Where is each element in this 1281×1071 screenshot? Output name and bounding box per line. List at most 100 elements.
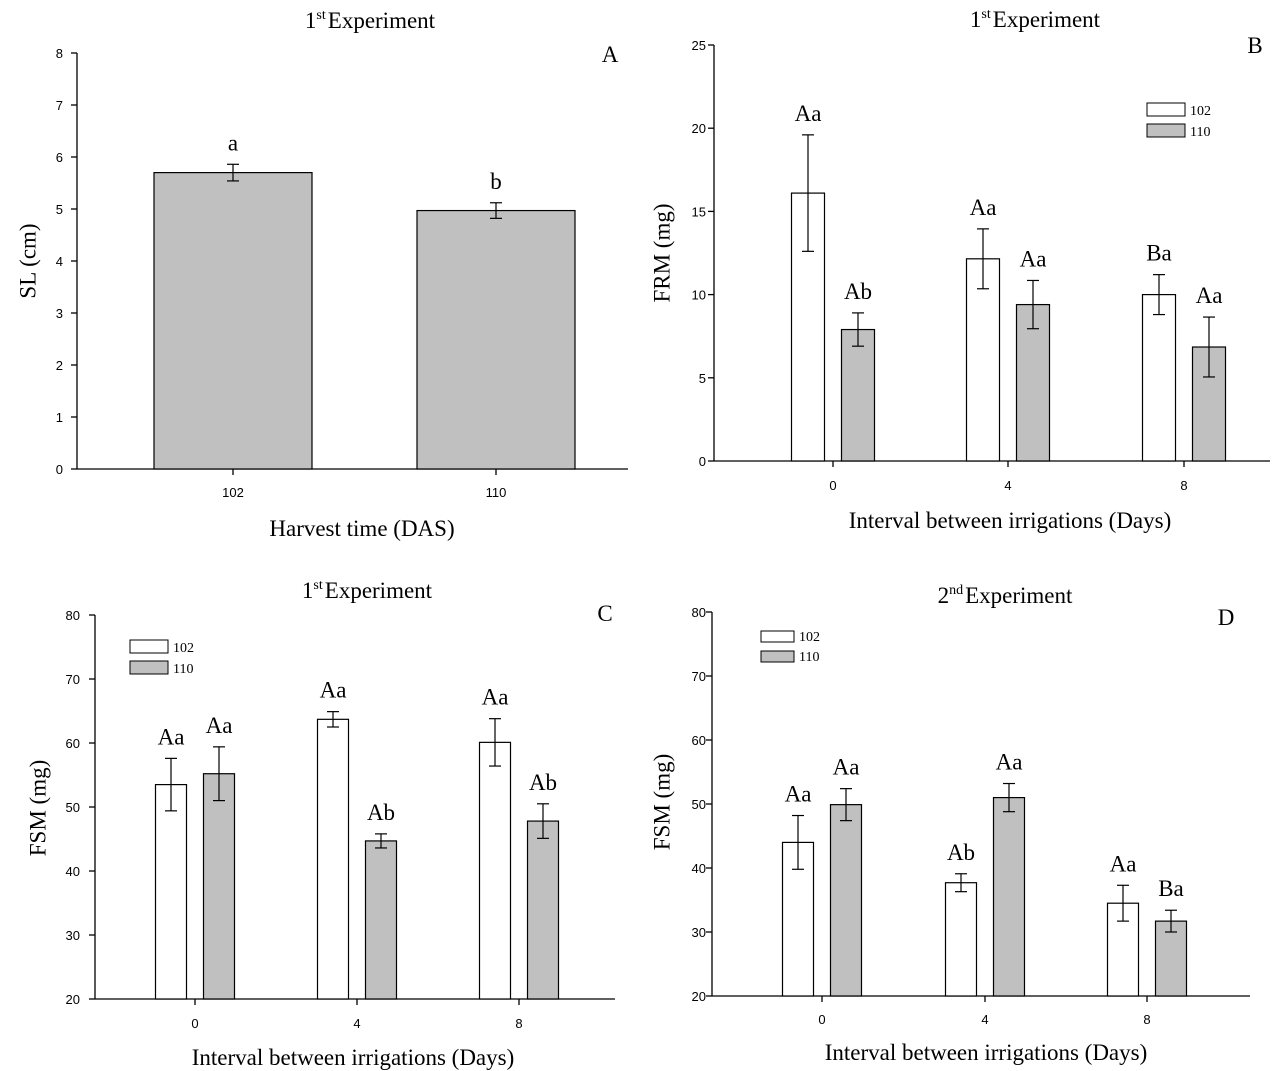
legend-swatch: [1146, 123, 1186, 138]
chart-panel-a: 1stExperiment A 0 1 2 3 4 5 6 7 8 102 110 Harvest tim…: [15, 8, 628, 541]
x-tick-label: 0: [829, 478, 836, 493]
significance-letter: b: [490, 169, 502, 194]
y-tick-label: 60: [66, 736, 80, 751]
bar: [526, 820, 560, 1000]
significance-letter: Aa: [1020, 246, 1047, 271]
chart-title: 1stExperiment: [305, 8, 436, 33]
y-tick-label: 5: [699, 371, 706, 386]
legend-label: 110: [173, 662, 193, 677]
bar: [944, 882, 978, 997]
x-axis-label: Interval between irrigations (Days): [849, 508, 1172, 533]
y-tick-label: 40: [66, 864, 80, 879]
y-tick-label: 1: [56, 410, 63, 425]
x-tick-label: 4: [353, 1016, 360, 1031]
y-tick-label: 50: [66, 800, 80, 815]
y-tick-label: 3: [56, 306, 63, 321]
x-tick-label: 0: [191, 1016, 198, 1031]
significance-letter: Aa: [482, 685, 509, 710]
panel-letter: D: [1218, 605, 1235, 630]
significance-letter: a: [228, 130, 238, 155]
y-tick-label: 70: [692, 669, 706, 684]
chart-title: 1stExperiment: [302, 578, 433, 603]
x-axis-label: Harvest time (DAS): [269, 516, 454, 541]
y-tick-label: 70: [66, 672, 80, 687]
legend-swatch: [129, 660, 169, 675]
bar: [840, 328, 876, 462]
legend-label: 102: [173, 641, 194, 656]
bar: [202, 773, 236, 1000]
legend-label: 110: [799, 650, 819, 665]
x-axis-label: Interval between irrigations (Days): [192, 1045, 515, 1070]
bar: [1015, 303, 1051, 462]
y-tick-label: 80: [66, 608, 80, 623]
legend-label: 102: [799, 630, 820, 645]
significance-letter: Aa: [996, 750, 1023, 775]
y-tick-label: 60: [692, 733, 706, 748]
y-tick-label: 30: [66, 928, 80, 943]
significance-letter: Ab: [367, 800, 395, 825]
bar: [478, 741, 512, 1000]
significance-letter: Aa: [785, 782, 812, 807]
y-axis-label: SL (cm): [15, 223, 40, 298]
y-axis-label: FSM (mg): [649, 754, 674, 851]
significance-letter: Aa: [1196, 283, 1223, 308]
y-tick-label: 0: [56, 462, 63, 477]
bar: [965, 258, 1001, 462]
y-tick-label: 80: [692, 605, 706, 620]
significance-letter: Aa: [320, 678, 347, 703]
significance-letter: Ba: [1146, 241, 1172, 266]
bar: [416, 209, 576, 470]
y-tick-label: 20: [66, 992, 80, 1007]
significance-letter: Ba: [1158, 876, 1184, 901]
x-tick-label: 0: [818, 1012, 825, 1027]
significance-letter: Ab: [844, 279, 872, 304]
bar: [992, 796, 1026, 997]
panel-letter: A: [602, 42, 619, 67]
chart-panel-b: 1stExperiment B 0 5 10 15 20 25 0 4 8 Interval betw…: [649, 7, 1270, 533]
bar: [154, 783, 188, 1000]
panel-letter: C: [597, 601, 612, 626]
x-tick-label: 4: [1004, 478, 1011, 493]
bar: [1154, 920, 1188, 997]
x-axis-label: Interval between irrigations (Days): [825, 1040, 1148, 1065]
y-axis-label: FSM (mg): [25, 760, 50, 857]
x-tick-label: 8: [515, 1016, 522, 1031]
chart-title: 2ndExperiment: [938, 583, 1073, 608]
panel-letter: B: [1247, 33, 1262, 58]
legend-swatch: [760, 650, 795, 663]
x-tick-label: 110: [486, 485, 507, 500]
bar: [153, 172, 313, 470]
y-tick-label: 0: [699, 454, 706, 469]
x-tick-label: 4: [981, 1012, 988, 1027]
y-tick-label: 5: [56, 202, 63, 217]
y-tick-label: 10: [692, 288, 706, 303]
significance-letter: Aa: [795, 101, 822, 126]
y-tick-label: 50: [692, 797, 706, 812]
bar: [829, 804, 863, 997]
y-tick-label: 4: [56, 254, 63, 269]
y-axis-label: FRM (mg): [649, 203, 674, 302]
y-tick-label: 2: [56, 358, 63, 373]
legend-swatch: [760, 630, 795, 643]
y-tick-label: 6: [56, 150, 63, 165]
chart-title: 1stExperiment: [970, 7, 1101, 32]
legend-label: 102: [1190, 104, 1211, 119]
significance-letter: Aa: [970, 195, 997, 220]
legend-swatch: [129, 639, 169, 654]
y-tick-label: 15: [692, 204, 706, 219]
chart-panel-d: 2ndExperiment D 20 30 40 50 60 70 80 0 4 8 Interval …: [649, 583, 1250, 1065]
bar: [316, 718, 350, 1000]
significance-letter: Ab: [947, 840, 975, 865]
y-tick-label: 7: [56, 98, 63, 113]
y-tick-label: 20: [692, 989, 706, 1004]
x-tick-label: 8: [1180, 478, 1187, 493]
bar: [1141, 294, 1177, 462]
y-tick-label: 25: [692, 38, 706, 53]
legend-swatch: [1146, 102, 1186, 117]
significance-letter: Ab: [529, 770, 557, 795]
x-tick-label: 102: [222, 485, 244, 500]
